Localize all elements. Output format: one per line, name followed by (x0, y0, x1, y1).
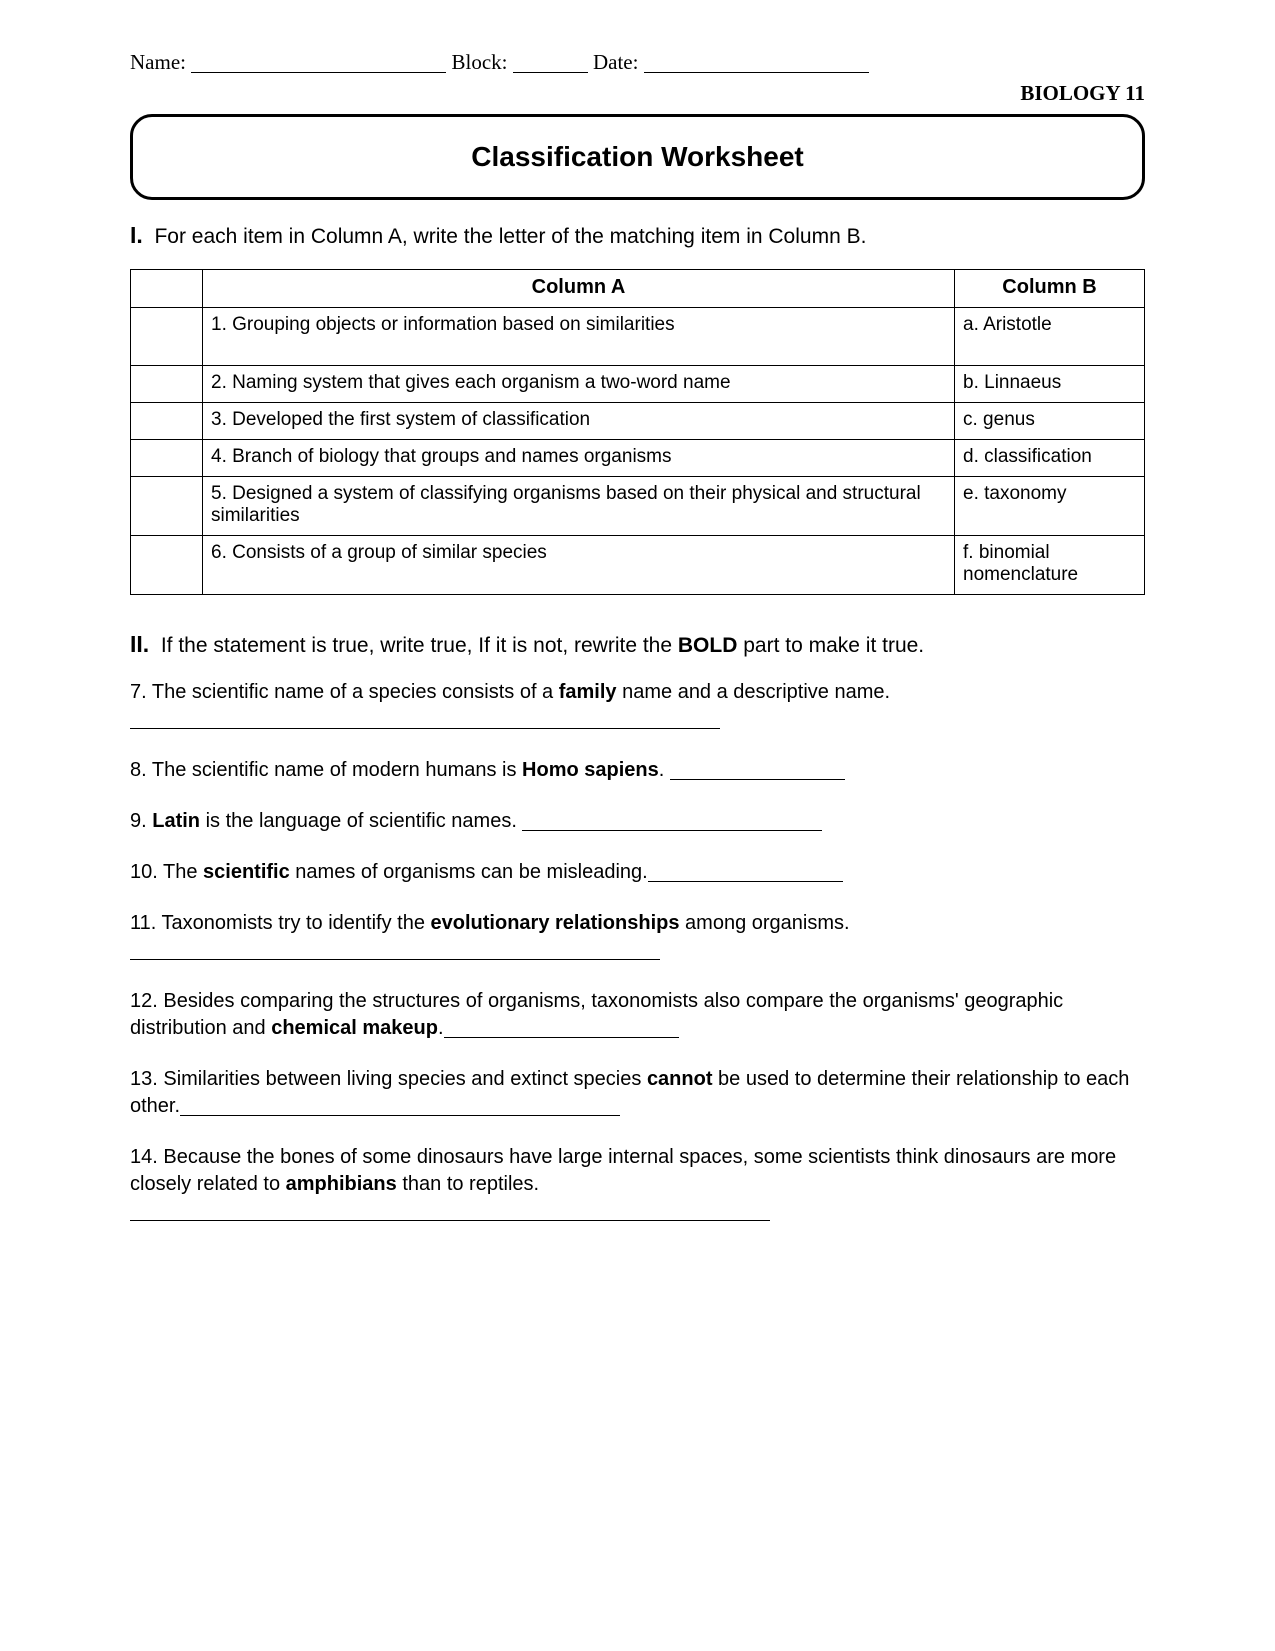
question-text: name and a descriptive name. (617, 681, 891, 703)
column-b-head: Column B (955, 270, 1145, 308)
course-label: BIOLOGY 11 (130, 81, 1145, 106)
question-11: 11. Taxonomists try to identify the evol… (130, 910, 1145, 964)
column-a-cell: 1. Grouping objects or information based… (203, 308, 955, 366)
question-7: 7. The scientific name of a species cons… (130, 679, 1145, 733)
matching-table: Column A Column B 1. Grouping objects or… (130, 269, 1145, 595)
question-text: . (659, 759, 670, 781)
column-a-cell: 5. Designed a system of classifying orga… (203, 477, 955, 536)
section-2-text-bold: BOLD (678, 634, 738, 657)
section-1-text: For each item in Column A, write the let… (154, 225, 866, 248)
section-1-intro: I. For each item in Column A, write the … (130, 220, 1145, 251)
questions-container: 7. The scientific name of a species cons… (130, 679, 1145, 1225)
answer-cell[interactable] (131, 440, 203, 477)
block-blank[interactable] (513, 72, 588, 73)
answer-cell[interactable] (131, 403, 203, 440)
answer-cell[interactable] (131, 536, 203, 595)
column-b-cell: b. Linnaeus (955, 366, 1145, 403)
question-text: 14. Because the bones of some dinosaurs … (130, 1146, 1116, 1195)
question-12: 12. Besides comparing the structures of … (130, 988, 1145, 1042)
question-text: 9. (130, 810, 152, 832)
name-label: Name: (130, 50, 186, 74)
answer-blank[interactable] (522, 830, 822, 831)
answer-blank[interactable] (444, 1037, 679, 1038)
table-row: 6. Consists of a group of similar specie… (131, 536, 1145, 595)
question-10: 10. The scientific names of organisms ca… (130, 859, 1145, 886)
section-1-number: I. (130, 222, 143, 248)
answer-blank[interactable] (180, 1115, 620, 1116)
question-text: among organisms. (679, 912, 849, 934)
question-bold-term: evolutionary relationships (431, 912, 680, 934)
date-blank[interactable] (644, 72, 869, 73)
matching-tbody: 1. Grouping objects or information based… (131, 308, 1145, 595)
answer-cell[interactable] (131, 366, 203, 403)
question-8: 8. The scientific name of modern humans … (130, 757, 1145, 784)
column-a-cell: 4. Branch of biology that groups and nam… (203, 440, 955, 477)
block-label: Block: (451, 50, 507, 74)
question-14: 14. Because the bones of some dinosaurs … (130, 1144, 1145, 1225)
question-bold-term: Homo sapiens (522, 759, 659, 781)
question-text: 10. The (130, 861, 203, 883)
question-text: 11. Taxonomists try to identify the (130, 912, 431, 934)
date-label: Date: (593, 50, 638, 74)
answer-blank[interactable] (130, 959, 660, 960)
answer-blank[interactable] (670, 779, 845, 780)
section-2-number: II. (130, 631, 149, 657)
column-b-cell: a. Aristotle (955, 308, 1145, 366)
question-text: is the language of scientific names. (200, 810, 522, 832)
answer-blank[interactable] (130, 728, 720, 729)
question-bold-term: cannot (647, 1068, 713, 1090)
question-text: names of organisms can be misleading. (290, 861, 648, 883)
title-box: Classification Worksheet (130, 114, 1145, 200)
question-bold-term: Latin (152, 810, 200, 832)
table-row: 3. Developed the first system of classif… (131, 403, 1145, 440)
column-b-cell: d. classification (955, 440, 1145, 477)
column-a-cell: 6. Consists of a group of similar specie… (203, 536, 955, 595)
answer-blank[interactable] (648, 881, 843, 882)
column-b-cell: c. genus (955, 403, 1145, 440)
section-2-intro: II. If the statement is true, write true… (130, 629, 1145, 660)
question-text: 13. Similarities between living species … (130, 1068, 647, 1090)
table-row: 4. Branch of biology that groups and nam… (131, 440, 1145, 477)
page-title: Classification Worksheet (143, 141, 1132, 173)
question-text: 8. The scientific name of modern humans … (130, 759, 522, 781)
question-bold-term: amphibians (286, 1173, 397, 1195)
name-blank[interactable] (191, 72, 446, 73)
section-2-text-pre: If the statement is true, write true, If… (161, 634, 678, 657)
column-a-cell: 2. Naming system that gives each organis… (203, 366, 955, 403)
answer-cell[interactable] (131, 477, 203, 536)
answer-col-head (131, 270, 203, 308)
question-13: 13. Similarities between living species … (130, 1066, 1145, 1120)
header-fields: Name: Block: Date: (130, 50, 1145, 75)
table-row: 2. Naming system that gives each organis… (131, 366, 1145, 403)
column-a-cell: 3. Developed the first system of classif… (203, 403, 955, 440)
question-text: . (438, 1017, 444, 1039)
column-b-cell: e. taxonomy (955, 477, 1145, 536)
question-text: than to reptiles. (397, 1173, 539, 1195)
table-row: 5. Designed a system of classifying orga… (131, 477, 1145, 536)
table-row: 1. Grouping objects or information based… (131, 308, 1145, 366)
column-a-head: Column A (203, 270, 955, 308)
column-b-cell: f. binomial nomenclature (955, 536, 1145, 595)
question-text: 7. The scientific name of a species cons… (130, 681, 559, 703)
question-bold-term: family (559, 681, 617, 703)
question-9: 9. Latin is the language of scientific n… (130, 808, 1145, 835)
question-bold-term: scientific (203, 861, 290, 883)
question-text: 12. Besides comparing the structures of … (130, 990, 1063, 1039)
answer-blank[interactable] (130, 1220, 770, 1221)
question-bold-term: chemical makeup (271, 1017, 438, 1039)
section-2-text-post: part to make it true. (737, 634, 924, 657)
answer-cell[interactable] (131, 308, 203, 366)
